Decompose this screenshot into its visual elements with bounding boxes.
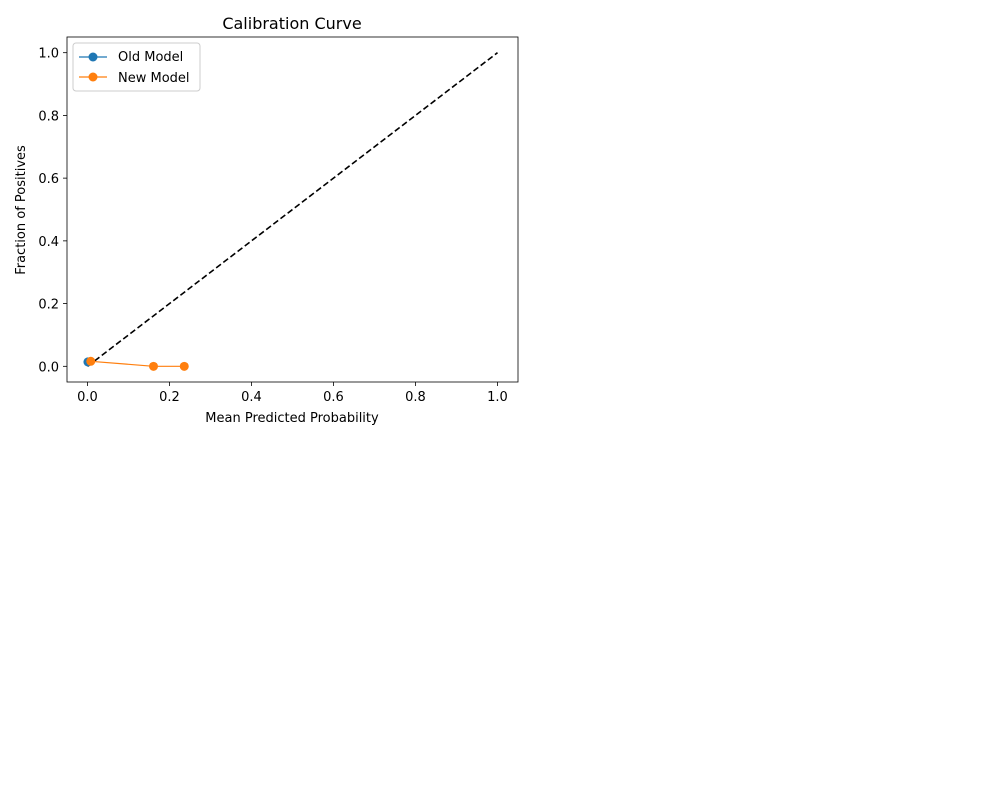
legend-label-new-model: New Model <box>118 71 190 86</box>
x-tick-label: 0.2 <box>159 390 180 405</box>
y-tick-label: 0.0 <box>38 360 59 375</box>
y-tick-label: 0.4 <box>38 235 59 250</box>
x-tick-label: 0.4 <box>241 390 262 405</box>
legend-marker-old-model <box>88 52 98 62</box>
legend-label-old-model: Old Model <box>118 50 183 65</box>
chart-title: Calibration Curve <box>222 14 361 33</box>
x-tick-label: 0.0 <box>77 390 98 405</box>
y-tick-label: 0.8 <box>38 109 59 124</box>
legend: Old Model New Model <box>72 42 201 92</box>
y-tick-label: 0.6 <box>38 172 59 187</box>
x-axis-ticks: 0.0 0.2 0.4 0.6 0.8 1.0 <box>77 382 508 405</box>
data-point-new-model <box>149 361 159 371</box>
x-axis-label: Mean Predicted Probability <box>205 411 379 426</box>
y-tick-label: 0.2 <box>38 298 59 313</box>
x-tick-label: 0.8 <box>405 390 426 405</box>
y-tick-label: 1.0 <box>38 47 59 62</box>
legend-box <box>72 42 201 92</box>
data-point-new-model <box>86 356 96 366</box>
legend-marker-new-model <box>88 72 98 82</box>
plot-area <box>83 52 498 371</box>
data-point-new-model <box>179 361 189 371</box>
plot-frame <box>66 36 519 383</box>
y-axis-label: Fraction of Positives <box>14 145 29 275</box>
x-tick-label: 0.6 <box>323 390 344 405</box>
perfect-calibration-line <box>87 52 498 367</box>
x-tick-label: 1.0 <box>487 390 508 405</box>
y-axis-ticks: 0.0 0.2 0.4 0.6 0.8 1.0 <box>38 47 67 375</box>
